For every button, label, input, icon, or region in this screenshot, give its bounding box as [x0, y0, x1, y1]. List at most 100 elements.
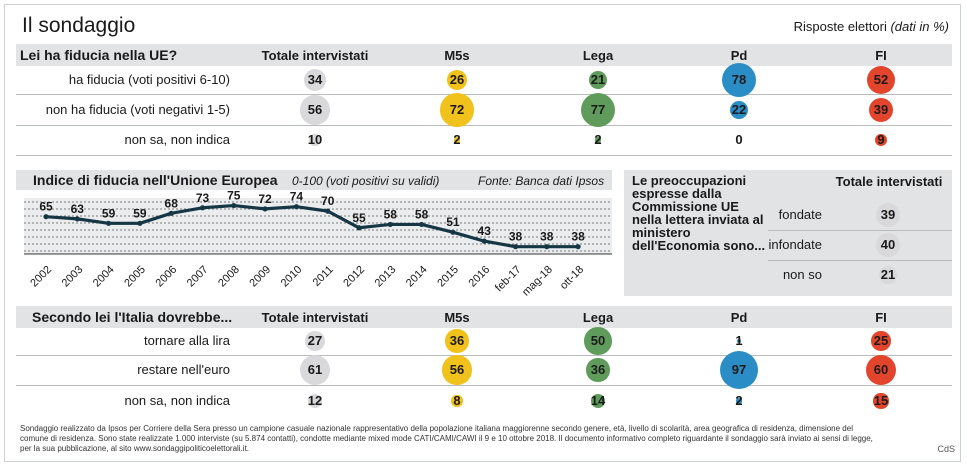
footer-note: Sondaggio realizzato da Ipsos per Corrie…: [20, 424, 873, 453]
preoccupazioni-divider: [768, 230, 952, 231]
section3-totale-bubble: [304, 330, 326, 352]
section3-m5s-bubble: [442, 355, 472, 385]
chart-data-label: 38: [540, 230, 554, 244]
section1-row-label: non sa, non indica: [124, 132, 230, 147]
chart-x-tick-label: 2016: [467, 264, 493, 290]
preoccupazioni-row-label: non so: [782, 267, 822, 282]
section3-lega-value: 50: [590, 333, 606, 348]
section3-totale-bubble: [308, 394, 322, 408]
chart-data-label: 68: [165, 196, 179, 210]
section1-lega-value: 77: [590, 102, 606, 117]
chart-point-2003: [74, 216, 80, 222]
section3-title: Secondo lei l'Italia dovrebbe...: [32, 309, 233, 325]
chart-x-tick-label: 2004: [91, 264, 117, 290]
section3-lega-value: 36: [590, 362, 606, 377]
preoccupazioni-row-label: fondate: [778, 207, 822, 222]
trust-index-chart: 65 2002 63 2003 59 2004 59 2005 68 2006 73 2007 75 20…: [24, 190, 612, 298]
section1-lega-value: 21: [590, 72, 606, 87]
section1-row-label: non ha fiducia (voti negativi 1-5): [45, 102, 230, 117]
chart-source: Fonte: Banca dati Ipsos: [478, 174, 605, 188]
chart-x-tick-label: feb-17: [493, 264, 524, 295]
chart-data-label: 70: [321, 194, 335, 208]
chart-x-tick-label: ott-18: [558, 264, 586, 292]
section1-row-label: ha fiducia (voti positivi 6-10): [68, 72, 230, 87]
chart-point-2006: [168, 210, 174, 216]
chart-point-2008: [231, 202, 237, 209]
section1-m5s-value: 26: [449, 72, 465, 87]
section1-fi-value: 39: [873, 102, 889, 117]
chart-point-2010: [293, 204, 299, 210]
chart-data-label: 75: [227, 190, 241, 203]
preoccupazioni-divider: [768, 260, 952, 261]
section3-pd-bubble: [737, 339, 741, 343]
section3-totale-value: 27: [307, 333, 323, 348]
section1-lega-value: 2: [594, 132, 602, 147]
section1-totale-value: 34: [307, 72, 323, 87]
section1-fi-value: 52: [873, 72, 889, 87]
section3-col-fi: FI: [875, 310, 887, 325]
preoccupazioni-title: Le preoccupazioni espresse dalla Commiss…: [632, 173, 766, 253]
section1-m5s-value: 2: [453, 132, 461, 147]
section3-totale-value: 12: [307, 393, 323, 408]
chart-x-tick-label: 2015: [435, 264, 461, 290]
section3-col-m5s: M5s: [444, 310, 470, 325]
section1-col-m5s: M5s: [444, 48, 470, 63]
chart-x-tick-label: 2011: [311, 264, 336, 289]
chart-data-label: 58: [415, 207, 429, 221]
preoccupazioni-value: 39: [880, 207, 896, 222]
preoccupazioni-band: [624, 170, 952, 296]
chart-point-2004: [106, 220, 112, 226]
chart-point-2009: [262, 206, 268, 212]
chart-x-tick-label: 2013: [373, 264, 399, 290]
section1-totale-bubble: [303, 68, 327, 92]
section1-totale-value: 10: [307, 132, 323, 147]
section1-totale-bubble: [308, 133, 322, 147]
section1-header-band: [16, 44, 952, 66]
section3-row-label: non sa, non indica: [124, 393, 230, 408]
chart-point-2007: [199, 205, 206, 211]
section3-row-label: tornare alla lira: [144, 333, 230, 348]
preoccupazioni-value: 21: [880, 267, 896, 282]
section1-lega-bubble: [580, 92, 616, 128]
section1-lega-bubble: [595, 137, 601, 143]
preoccupazioni-bubble: [875, 202, 901, 228]
infographic-frame: [4, 4, 961, 462]
chart-point-2012: [356, 225, 362, 231]
chart-x-tick-label: 2006: [154, 264, 180, 290]
chart-x-tick-label: 2008: [216, 264, 242, 290]
chart-data-label: 43: [478, 224, 492, 238]
section3-fi-bubble: [871, 331, 891, 351]
section1-fi-bubble: [875, 134, 887, 146]
preoccupazioni-value: 40: [880, 237, 896, 252]
section3-pd-value: 2: [735, 393, 743, 408]
section3-fi-bubble: [873, 393, 889, 409]
section3-fi-value: 15: [873, 393, 889, 408]
section1-m5s-bubble: [447, 70, 467, 90]
chart-data-label: 51: [446, 215, 460, 229]
section1-col-fi: FI: [875, 48, 887, 63]
section1-fi-bubble: [868, 97, 894, 123]
chart-x-tick-label: 2009: [247, 264, 273, 290]
section3-col-totale: Totale intervistati: [261, 310, 369, 325]
section1-fi-value: 9: [877, 132, 885, 147]
chart-data-label: 58: [384, 207, 398, 221]
section3-lega-value: 14: [590, 393, 606, 408]
chart-x-tick-label: 2010: [279, 264, 305, 290]
chart-x-tick-label: 2003: [60, 264, 86, 290]
chart-data-label: 65: [39, 200, 53, 214]
preoccupazioni-row-label: infondate: [768, 237, 823, 252]
section3-fi-value: 25: [873, 333, 889, 348]
section3-m5s-value: 36: [449, 333, 465, 348]
chart-x-tick-label: 2012: [341, 264, 367, 290]
section1-col-totale: Totale intervistati: [261, 48, 369, 63]
section1-totale-value: 56: [307, 102, 323, 117]
section3-fi-bubble: [865, 354, 897, 386]
section3-lega-bubble: [590, 393, 606, 409]
chart-point-2014: [419, 221, 425, 228]
section1-divider: [16, 155, 952, 156]
section1-divider: [16, 94, 952, 95]
chart-header-band: [16, 170, 612, 190]
section1-m5s-bubble: [454, 137, 460, 143]
section3-m5s-bubble: [451, 395, 463, 407]
chart-point-2002: [43, 214, 49, 220]
